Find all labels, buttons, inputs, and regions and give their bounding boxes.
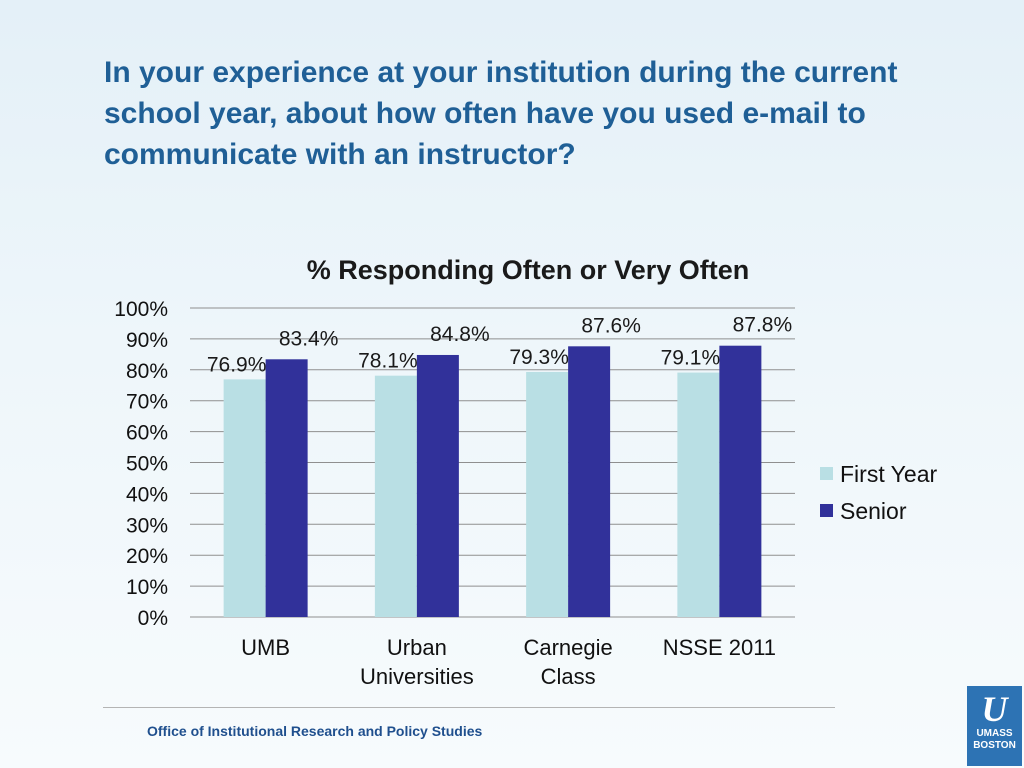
x-tick-label: Class xyxy=(541,664,596,689)
logo-glyph: U xyxy=(981,689,1008,729)
y-tick-label: 90% xyxy=(126,329,168,352)
bar-senior xyxy=(719,345,762,617)
footer-divider xyxy=(103,707,835,708)
y-tick-label: 70% xyxy=(126,391,168,414)
bar-senior xyxy=(416,354,459,617)
legend-label: Senior xyxy=(840,498,907,524)
y-tick-label: 60% xyxy=(126,422,168,445)
legend-swatch xyxy=(820,504,833,517)
bar-first-year xyxy=(374,375,417,617)
x-tick-label: Urban xyxy=(387,635,447,660)
x-tick-label: NSSE 2011 xyxy=(663,635,776,660)
footer-org-name: Office of Institutional Research and Pol… xyxy=(147,723,483,739)
logo-line-2: BOSTON xyxy=(973,740,1016,751)
bar-senior xyxy=(568,346,611,617)
x-tick-label: Carnegie xyxy=(523,635,612,660)
y-tick-label: 100% xyxy=(114,298,168,321)
data-label: 78.1% xyxy=(358,350,418,373)
bars xyxy=(223,345,762,617)
y-tick-label: 30% xyxy=(126,514,168,537)
slide-title: In your experience at your institution d… xyxy=(104,56,898,171)
x-axis-ticks: UMB Urban Universities Carnegie Class NSSE 20… xyxy=(241,635,776,689)
logo-line-1: UMASS xyxy=(976,728,1013,739)
data-label: 87.6% xyxy=(581,314,641,337)
data-label: 79.1% xyxy=(661,347,721,370)
y-tick-label: 0% xyxy=(138,607,168,630)
data-labels: 76.9% 83.4% 78.1% 84.8% 79.3% 87.6% 79.1% 87.8% xyxy=(207,314,792,377)
data-label: 84.8% xyxy=(430,323,490,346)
umass-boston-logo: U UMASS BOSTON xyxy=(967,686,1022,766)
legend: First Year Senior xyxy=(820,461,937,524)
y-tick-label: 20% xyxy=(126,545,168,568)
bar-first-year xyxy=(526,371,569,617)
y-tick-label: 40% xyxy=(126,483,168,506)
chart-title: % Responding Often or Very Often xyxy=(307,255,750,285)
legend-label: First Year xyxy=(840,461,937,487)
x-tick-label: UMB xyxy=(241,635,290,660)
data-label: 87.8% xyxy=(733,314,793,337)
bar-senior xyxy=(265,359,308,617)
data-label: 79.3% xyxy=(509,346,569,369)
x-tick-label: Universities xyxy=(360,664,474,689)
bar-first-year xyxy=(677,372,720,617)
y-tick-label: 50% xyxy=(126,453,168,476)
data-label: 76.9% xyxy=(207,353,267,376)
bar-chart: % Responding Often or Very Often 0% 10% 20… xyxy=(114,255,937,689)
y-tick-label: 80% xyxy=(126,360,168,383)
bar-first-year xyxy=(223,379,266,617)
y-axis-ticks: 0% 10% 20% 30% 40% 50% 60% 70% 80% 90% 100% xyxy=(114,298,168,630)
legend-swatch xyxy=(820,467,833,480)
y-tick-label: 10% xyxy=(126,576,168,599)
data-label: 83.4% xyxy=(279,327,339,350)
